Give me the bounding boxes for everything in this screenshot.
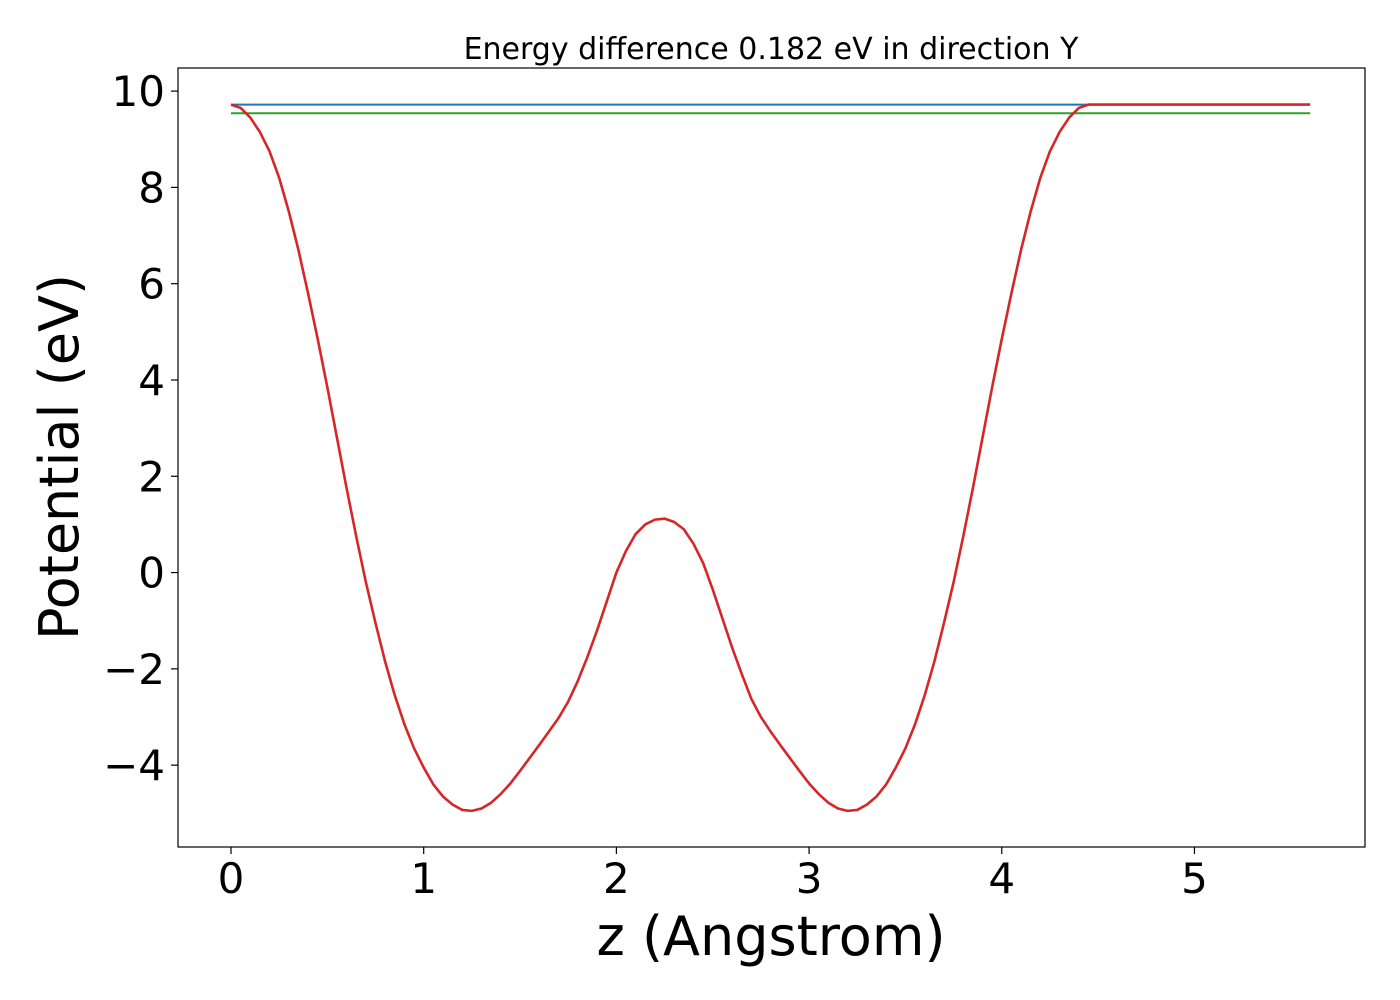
x-axis-label: z (Angstrom) [596,905,945,968]
y-axis: −4 −2 0 2 4 6 8 10 [103,67,178,790]
y-tick-label: 10 [112,67,165,116]
y-axis-label: Potential (eV) [28,274,91,640]
y-tick-label: 8 [138,163,165,212]
series-line-0 [230,103,1311,813]
plot-frame [177,67,1366,848]
x-tick-label: 5 [1181,854,1208,903]
y-tick-label: 4 [138,356,165,405]
y-tick-label: −4 [103,741,165,790]
x-tick-label: 3 [796,854,823,903]
y-tick-label: 0 [138,549,165,598]
y-tick-label: −2 [103,645,165,694]
x-tick-label: 1 [410,854,437,903]
x-tick-label: 2 [603,854,630,903]
chart-title: Energy difference 0.182 eV in direction … [464,32,1080,67]
y-tick-label: 6 [138,260,165,309]
x-axis: 0 1 2 3 4 5 [218,847,1208,903]
y-tick-label: 2 [138,452,165,501]
plot-area [230,103,1311,813]
x-tick-label: 0 [218,854,245,903]
x-tick-label: 4 [988,854,1015,903]
